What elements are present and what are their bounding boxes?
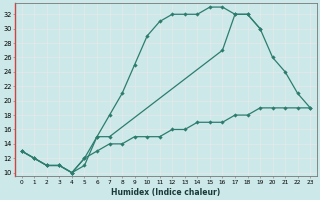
- X-axis label: Humidex (Indice chaleur): Humidex (Indice chaleur): [111, 188, 220, 197]
